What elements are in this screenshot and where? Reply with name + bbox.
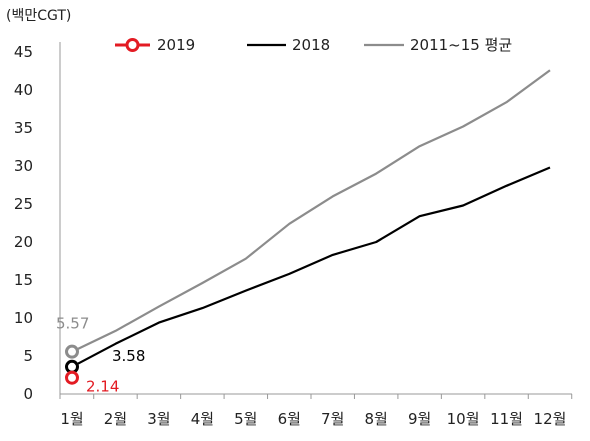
legend-label-2018: 2018 <box>292 36 330 54</box>
legend: 2019 2018 2011~15 평균 <box>115 36 512 54</box>
y-tick-label: 30 <box>14 157 33 175</box>
legend-label-2019: 2019 <box>157 36 195 54</box>
x-tick-label: 12월 <box>534 410 567 428</box>
series-lines <box>71 69 551 368</box>
y-tick-label: 45 <box>14 43 33 61</box>
legend-swatch-marker-2019 <box>125 38 140 52</box>
data-label-2019: 2.14 <box>86 378 119 396</box>
y-tick-label: 5 <box>23 347 33 365</box>
data-label-2018: 3.58 <box>112 347 145 365</box>
series-markers <box>65 344 79 385</box>
series-point-2 <box>65 344 79 359</box>
legend-label-average: 2011~15 평균 <box>410 36 512 54</box>
y-tick-label: 10 <box>14 309 33 327</box>
data-label-average: 5.57 <box>56 315 89 333</box>
x-tick-label: 3월 <box>147 410 170 428</box>
series-point-0 <box>65 370 79 385</box>
x-tick-label: 8월 <box>365 410 388 428</box>
x-tick-label: 10월 <box>447 410 480 428</box>
y-unit-label: (백만CGT) <box>6 8 71 24</box>
series-line-1 <box>71 166 551 368</box>
axes: (백만CGT) 0 5 10 15 20 25 30 35 40 45 1월 2월 3월 4월 5월 6월 7월 8… <box>6 8 573 428</box>
x-tick-label: 9월 <box>408 410 431 428</box>
y-tick-label: 25 <box>14 195 33 213</box>
x-tick-label: 11월 <box>490 410 523 428</box>
series-line-2 <box>71 69 551 353</box>
y-tick-label: 15 <box>14 271 33 289</box>
y-tick-label: 0 <box>23 385 33 403</box>
x-tick-label: 7월 <box>321 410 344 428</box>
y-tick-label: 35 <box>14 119 33 137</box>
x-tick-label: 6월 <box>278 410 301 428</box>
series-point-1 <box>65 359 79 374</box>
x-tick-label: 1월 <box>60 410 83 428</box>
x-tick-label: 5월 <box>234 410 257 428</box>
y-tick-label: 20 <box>14 233 33 251</box>
data-labels: 2.14 3.58 5.57 <box>56 315 145 396</box>
y-tick-label: 40 <box>14 81 33 99</box>
x-tick-label: 4월 <box>191 410 214 428</box>
x-tick-label: 2월 <box>104 410 127 428</box>
